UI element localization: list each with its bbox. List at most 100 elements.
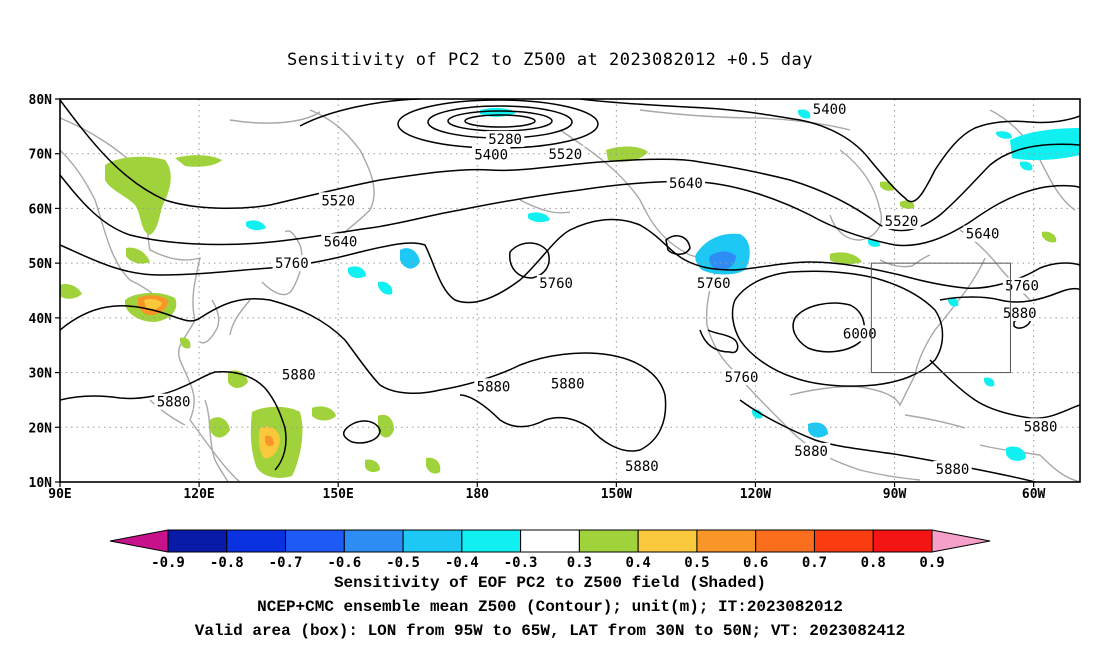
contour-line xyxy=(60,370,287,471)
colorbar-label: -0.5 xyxy=(386,555,420,571)
colorbar-label: -0.7 xyxy=(269,555,303,571)
shade-patch-cyan xyxy=(948,297,959,307)
shade-patch-green xyxy=(900,200,915,209)
contour-label: 5520 xyxy=(885,214,919,230)
contour-line xyxy=(509,242,550,279)
lon-tick-label: 90E xyxy=(48,487,71,502)
contour-label: 5760 xyxy=(725,370,759,386)
contour-line xyxy=(939,287,1080,303)
shade-patch-green xyxy=(830,252,862,265)
contour-label: 5400 xyxy=(474,147,508,163)
colorbar-label: 0.3 xyxy=(567,555,592,571)
contour-line xyxy=(739,399,1036,482)
contour-label-bg xyxy=(882,213,921,230)
contour-label: 5520 xyxy=(321,193,355,209)
lat-tick-label: 50N xyxy=(29,257,53,272)
colorbar-label: 0.5 xyxy=(684,555,709,571)
lat-tick-label: 70N xyxy=(29,148,53,163)
contour-label-bg xyxy=(933,460,972,477)
shade-patch-cyan xyxy=(1006,446,1026,461)
colorbar-label: -0.9 xyxy=(151,555,185,571)
colorbar: -0.9 -0.8 -0.7 -0.6 -0.5 -0.4 -0.3 0.3 0.4 0.5 0.6… xyxy=(109,529,991,571)
shade-patch-green xyxy=(60,284,82,299)
colorbar-swatch xyxy=(285,529,345,553)
contour-label-bg xyxy=(536,274,576,291)
contour-label: 5760 xyxy=(697,276,731,292)
colorbar-triangle-min xyxy=(109,529,169,553)
colorbar-label: 0.6 xyxy=(743,555,768,571)
contour-label-bg xyxy=(622,458,662,475)
contour-line xyxy=(464,114,536,128)
lon-tick-label: 150E xyxy=(323,487,354,502)
shade-patch-cyan xyxy=(528,212,550,223)
colorbar-label: 0.9 xyxy=(919,555,944,571)
contour-label: 5880 xyxy=(477,379,511,395)
caption-line-2: NCEP+CMC ensemble mean Z500 (Contour); u… xyxy=(257,598,843,616)
shade-patch-cyan xyxy=(378,281,393,295)
lat-tick-label: 10N xyxy=(29,476,53,491)
contour-line xyxy=(929,359,1080,419)
colorbar-label: -0.6 xyxy=(327,555,361,571)
lat-tick-label: 60N xyxy=(29,202,53,217)
contour-label-bg xyxy=(485,131,525,148)
lon-tick-label: 120E xyxy=(183,487,214,502)
contour-label: 5760 xyxy=(1005,279,1039,295)
colorbar-swatch xyxy=(755,529,815,553)
plot-title: Sensitivity of PC2 to Z500 at 2023082012… xyxy=(286,50,813,70)
colorbar-label: 0.7 xyxy=(802,555,827,571)
shade-patch-cyan xyxy=(246,220,266,231)
contour-label: 5880 xyxy=(1003,306,1037,322)
shade-patch-green xyxy=(180,337,191,349)
colorbar-swatch xyxy=(461,529,522,553)
lat-tick-label: 40N xyxy=(29,312,53,327)
contour-label-bg xyxy=(722,369,761,386)
contour-line xyxy=(665,235,691,255)
shade-patch-cyan xyxy=(1010,128,1080,161)
contour-label: 5880 xyxy=(625,459,659,475)
contour-label-bg xyxy=(791,442,831,459)
contour-label: 5880 xyxy=(282,367,316,383)
contour-label: 6000 xyxy=(843,326,877,342)
colorbar-swatch xyxy=(520,529,580,553)
shade-patch-orange xyxy=(265,435,274,447)
lon-tick-label: 90W xyxy=(883,487,907,502)
contour-line xyxy=(792,302,866,353)
shade-patch-cyan xyxy=(752,409,763,419)
shade-patch-cyan xyxy=(798,109,811,119)
contour-label-bg xyxy=(474,378,513,395)
contour-line xyxy=(60,174,1080,247)
colorbar-swatch xyxy=(578,529,639,553)
plot-frame xyxy=(59,98,1081,483)
shade-patch-green xyxy=(426,457,441,474)
lon-tick-label: 150W xyxy=(601,487,632,502)
shade-patch-green xyxy=(378,414,394,438)
lon-tick-label: 60W xyxy=(1022,487,1046,502)
contour-label: 5880 xyxy=(794,444,828,460)
contour-label: 5760 xyxy=(539,276,573,292)
contour-label: 5640 xyxy=(669,176,703,192)
contour-label: 5640 xyxy=(324,234,358,250)
contour-label: 5880 xyxy=(936,462,970,478)
contour-label-bg xyxy=(546,145,585,162)
colorbar-swatch xyxy=(343,529,404,553)
contour-label-bg xyxy=(272,255,312,272)
contour-label-bg xyxy=(321,233,360,250)
shade-patch-cyan xyxy=(808,422,828,438)
lat-tick-label: 30N xyxy=(29,367,53,382)
lat-tick-label: 80N xyxy=(29,93,53,108)
contour-label-bg xyxy=(318,192,358,209)
colorbar-swatch xyxy=(813,529,874,553)
colorbar-label: 0.8 xyxy=(861,555,886,571)
lon-tick-label: 180 xyxy=(466,487,490,502)
contour-line xyxy=(699,329,739,354)
caption-line-1: Sensitivity of EOF PC2 to Z500 field (Sh… xyxy=(333,574,767,592)
shade-patch-green xyxy=(126,247,150,264)
contour-label: 5880 xyxy=(157,395,191,411)
colorbar-swatch xyxy=(637,529,698,553)
contour-line xyxy=(60,298,667,452)
shade-patch-cyan xyxy=(984,377,995,387)
sensitivity-shading xyxy=(60,107,1080,478)
contour-label-bg xyxy=(471,146,511,163)
contour-label-bg xyxy=(1021,418,1060,435)
shade-patch-green xyxy=(175,155,222,167)
